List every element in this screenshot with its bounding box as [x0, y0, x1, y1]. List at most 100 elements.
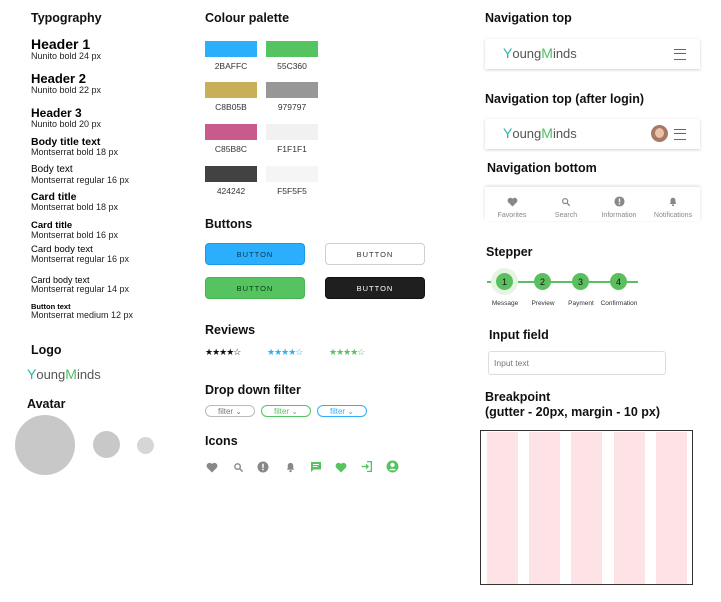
swatch-c8b05b — [205, 82, 257, 98]
swatch-f1f1f1 — [266, 124, 318, 140]
typo-meta: Montserrat regular 14 px — [31, 284, 130, 295]
breakpoint-title: Breakpoint (gutter - 20px, margin - 10 p… — [485, 390, 660, 420]
typo-header-2: Header 2 Nunito bold 22 px — [31, 72, 101, 96]
typo-meta: Montserrat medium 12 px — [31, 309, 134, 320]
logo-text-inds: inds — [76, 367, 101, 382]
bell-icon — [283, 460, 297, 474]
typo-meta: Montserrat bold 18 px — [31, 202, 119, 213]
input-title: Input field — [489, 328, 549, 342]
nav-bottom-notifications[interactable]: Notifications — [646, 194, 700, 219]
filter-dropdown-grey[interactable]: filter ⌄ — [205, 405, 255, 417]
nav-bottom-label: Favorites — [497, 212, 527, 219]
typo-name: Header 2 — [31, 71, 86, 86]
logo-letter-m: M — [541, 125, 553, 141]
text-input[interactable] — [488, 351, 666, 375]
icons-title: Icons — [205, 434, 238, 448]
typo-name: Header 3 — [31, 106, 82, 120]
account-icon — [385, 459, 399, 473]
buttons-title: Buttons — [205, 217, 253, 231]
typo-body-text: Body text Montserrat regular 16 px — [31, 164, 130, 185]
avatar-large — [15, 415, 75, 475]
typo-name: Body title text — [31, 136, 101, 148]
nav-top-login-bar: YoungMinds — [485, 119, 700, 149]
grid-column — [656, 432, 687, 584]
nav-top-bar: YoungMinds — [485, 39, 700, 69]
nav-bottom-label: Information — [601, 212, 637, 219]
avatar-medium — [93, 431, 120, 458]
typo-meta: Nunito bold 20 px — [31, 118, 102, 129]
stepper-label: Confirmation — [600, 300, 638, 307]
heart-icon — [205, 460, 219, 474]
logo-letter-y: Y — [503, 45, 513, 61]
typo-button-text: Button text Montserrat medium 12 px — [31, 303, 133, 321]
stepper-step-2[interactable]: 2 — [534, 273, 551, 290]
swatch-979797 — [266, 82, 318, 98]
nav-bottom-favorites[interactable]: Favorites — [485, 194, 539, 219]
button-dark[interactable]: BUTTON — [325, 277, 425, 299]
hamburger-menu-icon[interactable] — [674, 129, 686, 140]
swatch-55c360 — [266, 41, 318, 57]
nav-bottom-information[interactable]: Information — [592, 194, 646, 219]
swatch-label: C8B05B — [215, 102, 247, 112]
heart-icon — [507, 197, 517, 207]
logo-letter-y: Y — [27, 366, 37, 382]
user-avatar[interactable] — [651, 125, 668, 142]
avatar-title: Avatar — [27, 397, 66, 411]
swatch-2baffc — [205, 41, 257, 57]
info-icon — [613, 196, 625, 207]
nav-bottom-title: Navigation bottom — [487, 161, 597, 175]
dropdown-title: Drop down filter — [205, 383, 301, 397]
typo-name: Card title — [31, 220, 73, 231]
grid-column — [614, 432, 645, 584]
swatch-424242 — [205, 166, 257, 182]
button-blue[interactable]: BUTTON — [205, 243, 305, 265]
stepper-step-4[interactable]: 4 — [610, 273, 627, 290]
grid-column — [487, 432, 518, 584]
logo-letter-y: Y — [503, 125, 513, 141]
typo-name: Card body text — [31, 244, 93, 255]
typo-card-title-18: Card title Montserrat bold 18 px — [31, 191, 119, 213]
typo-card-body-14: Card body text Montserrat regular 14 px — [31, 275, 130, 295]
typo-meta: Montserrat regular 16 px — [31, 253, 130, 264]
stepper-title: Stepper — [486, 245, 533, 259]
logo-letter-m: M — [65, 366, 77, 382]
typo-meta: Montserrat regular 16 px — [31, 174, 130, 185]
button-outline[interactable]: BUTTON — [325, 243, 425, 265]
stepper-label: Message — [491, 300, 519, 307]
chat-icon — [309, 460, 323, 474]
swatch-label: C85B8C — [214, 144, 248, 154]
logo-text-inds: inds — [552, 126, 577, 141]
filter-dropdown-blue[interactable]: filter ⌄ — [317, 405, 367, 417]
reviews-title: Reviews — [205, 323, 256, 337]
button-green[interactable]: BUTTON — [205, 277, 305, 299]
stepper-step-3[interactable]: 3 — [572, 273, 589, 290]
hamburger-menu-icon[interactable] — [674, 49, 686, 60]
login-icon — [359, 459, 373, 473]
logo-text-inds: inds — [552, 46, 577, 61]
typography-title: Typography — [31, 11, 102, 25]
logo-title: Logo — [31, 343, 62, 357]
review-stars-black: ★★★★☆ — [205, 347, 241, 357]
nav-logo[interactable]: YoungMinds — [503, 45, 577, 61]
stepper-step-1[interactable]: 1 — [496, 273, 513, 290]
nav-top-title: Navigation top — [485, 11, 572, 25]
typo-body-title: Body title text Montserrat bold 18 px — [31, 136, 118, 158]
typo-name: Card body text — [31, 275, 90, 285]
nav-bottom-label: Notifications — [653, 212, 693, 219]
breakpoint-frame — [480, 430, 693, 585]
swatch-f5f5f5 — [266, 166, 318, 182]
nav-bottom-bar: Favorites Search Information Notificatio… — [485, 187, 700, 221]
avatar-small — [137, 437, 154, 454]
logo-text-oung: oung — [512, 46, 542, 61]
logo: YoungMinds — [27, 366, 101, 382]
nav-logo[interactable]: YoungMinds — [503, 125, 577, 141]
typo-meta: Nunito bold 24 px — [31, 50, 102, 61]
typo-meta: Montserrat bold 16 px — [31, 229, 119, 240]
review-stars-green: ★★★★☆ — [329, 347, 365, 357]
typo-name: Card title — [31, 191, 77, 203]
typo-name: Body text — [31, 164, 73, 175]
swatch-label: F5F5F5 — [277, 186, 307, 196]
swatch-label: 2BAFFC — [214, 61, 248, 71]
filter-dropdown-green[interactable]: filter ⌄ — [261, 405, 311, 417]
nav-bottom-search[interactable]: Search — [539, 194, 593, 219]
